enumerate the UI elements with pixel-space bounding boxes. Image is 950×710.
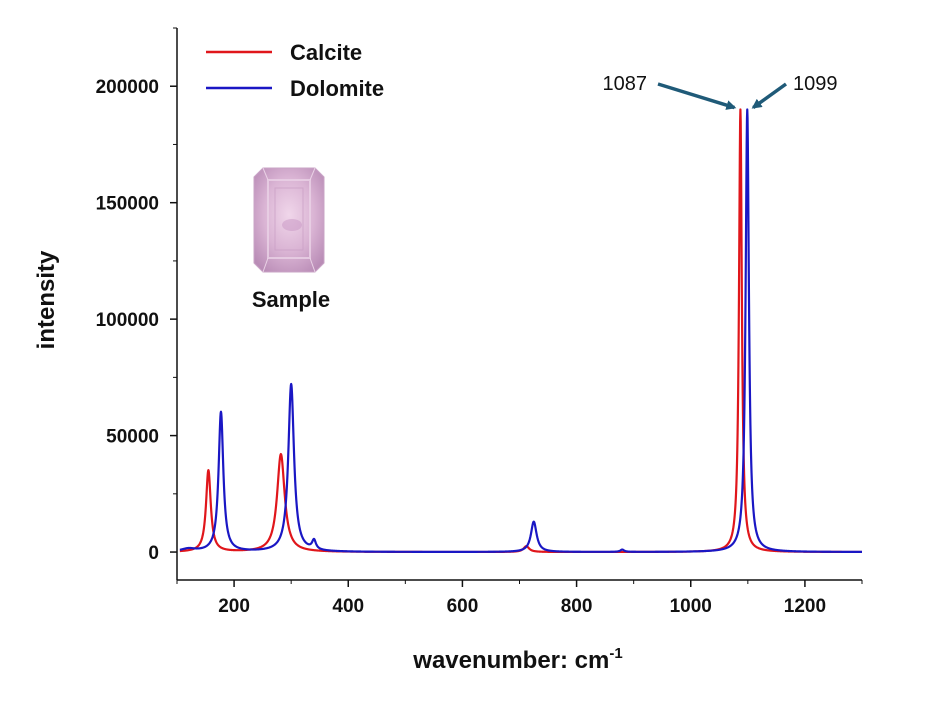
peak-annotations: 1087 1099 bbox=[603, 73, 838, 110]
pink-gem-icon bbox=[253, 167, 325, 273]
y-tick-label: 50000 bbox=[106, 427, 159, 448]
x-tick-label: 1200 bbox=[784, 596, 826, 617]
legend-label-dolomite: Dolomite bbox=[290, 76, 384, 101]
x-axis-title: wavenumber: cm-1 bbox=[412, 645, 622, 674]
legend: Calcite Dolomite bbox=[206, 40, 384, 101]
x-tick-label: 400 bbox=[332, 596, 364, 617]
sample-label: Sample bbox=[252, 287, 330, 312]
x-tick-label: 200 bbox=[218, 596, 250, 617]
y-axis-title: intensity bbox=[33, 250, 60, 349]
x-tick-label: 1000 bbox=[670, 596, 712, 617]
x-tick-label: 600 bbox=[447, 596, 479, 617]
y-tick-label: 100000 bbox=[96, 310, 159, 331]
annotation-arrow-1087 bbox=[657, 82, 737, 110]
series-layer bbox=[179, 108, 863, 554]
y-tick-label: 0 bbox=[148, 543, 159, 564]
annotation-1087: 1087 bbox=[603, 73, 648, 95]
y-tick-label: 150000 bbox=[96, 194, 159, 215]
legend-label-calcite: Calcite bbox=[290, 40, 362, 65]
y-tick-label: 200000 bbox=[96, 77, 159, 98]
annotation-1099: 1099 bbox=[793, 73, 838, 95]
series-line-dolomite bbox=[179, 108, 863, 553]
axes: 200 400 600 800 1000 1200 0 50000 100000 150000 20… bbox=[96, 27, 863, 617]
annotation-arrow-1099 bbox=[751, 82, 788, 109]
x-tick-label: 800 bbox=[561, 596, 593, 617]
